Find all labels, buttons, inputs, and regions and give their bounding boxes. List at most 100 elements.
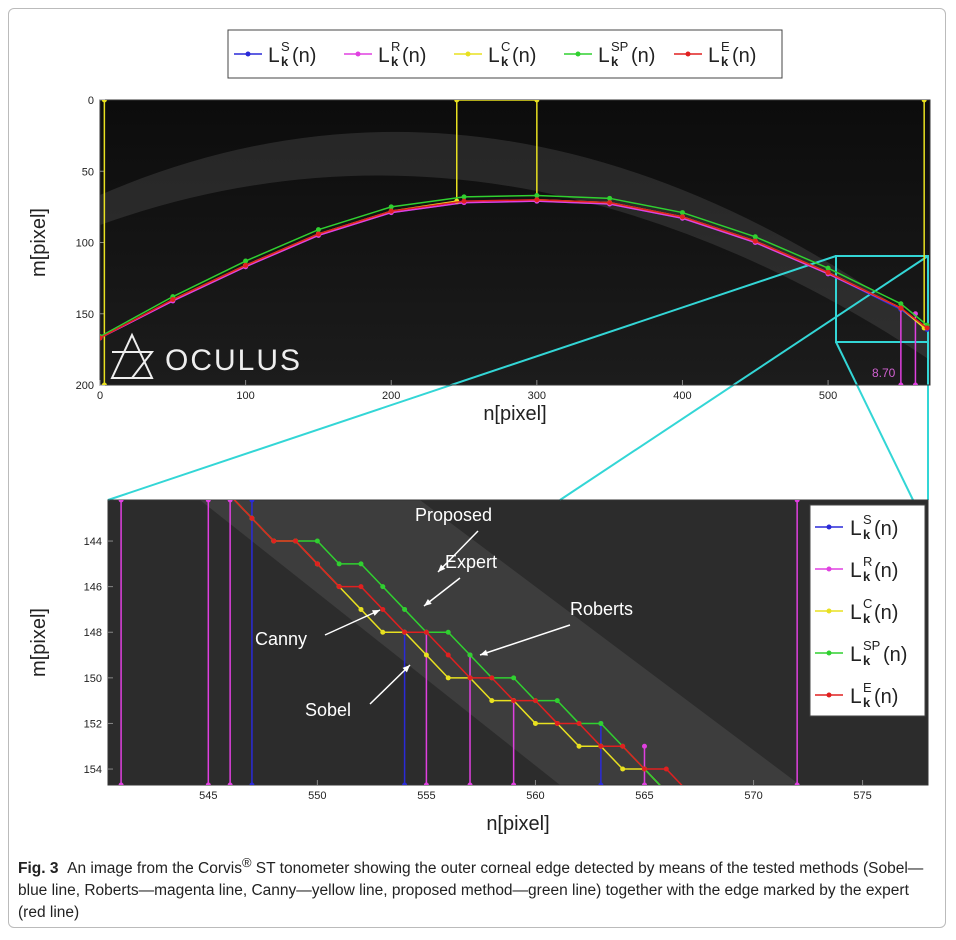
series-marker [826, 270, 831, 275]
series-marker [446, 675, 451, 680]
annotation: 8.70 [872, 366, 896, 380]
series-marker [380, 584, 385, 589]
legend-label: L [378, 44, 390, 67]
legend-swatch-marker [686, 52, 691, 57]
series-marker [680, 214, 685, 219]
y-axis-label: m[pixel] [28, 208, 50, 277]
legend-swatch-marker [246, 52, 251, 57]
series-marker [119, 783, 124, 788]
legend-label-tail: (n) [874, 560, 898, 582]
y-tick-label: 150 [84, 673, 102, 685]
x-tick-label: 550 [308, 790, 326, 802]
x-axis-label: n[pixel] [483, 403, 546, 425]
legend-label: L [598, 44, 610, 67]
series-marker [228, 493, 233, 498]
series-marker [534, 98, 539, 103]
x-tick-label: 545 [199, 790, 217, 802]
legend-swatch-marker [827, 567, 832, 572]
series-marker [489, 698, 494, 703]
legend-label-sup: E [863, 680, 872, 695]
series-marker [598, 744, 603, 749]
series-marker [680, 210, 685, 215]
series-marker [753, 234, 758, 239]
legend-label-sup: SP [611, 39, 628, 54]
y-tick-label: 152 [84, 718, 102, 730]
caption: Fig. 3 An image from the Corvis® ST tono… [18, 852, 933, 924]
series-marker [642, 767, 647, 772]
legend-label-tail: (n) [874, 518, 898, 540]
series-marker [462, 194, 467, 199]
x-tick-label: 500 [819, 390, 837, 402]
legend-label-tail: (n) [631, 45, 655, 67]
caption-text: An image from the Corvis [67, 860, 242, 877]
legend-label-sub: k [863, 569, 871, 584]
page: 0100200300400500050100150200n[pixel]m[pi… [0, 0, 956, 940]
series-marker [620, 744, 625, 749]
series-marker [686, 789, 691, 794]
y-tick-label: 50 [82, 166, 94, 178]
series-marker [243, 259, 248, 264]
series-marker [511, 783, 516, 788]
x-tick-label: 400 [673, 390, 691, 402]
series-marker [534, 197, 539, 202]
series-marker [533, 698, 538, 703]
legend-label-sup: S [863, 512, 872, 527]
series-marker [577, 721, 582, 726]
x-tick-label: 300 [528, 390, 546, 402]
series-marker [534, 193, 539, 198]
legend-label-tail: (n) [874, 602, 898, 624]
x-tick-label: 570 [744, 790, 762, 802]
series-marker [511, 675, 516, 680]
x-tick-label: 565 [635, 790, 653, 802]
x-axis-label: n[pixel] [486, 813, 549, 835]
series-marker [249, 516, 254, 521]
series-marker [620, 767, 625, 772]
y-tick-label: 148 [84, 627, 102, 639]
series-marker [380, 630, 385, 635]
legend-label-sup: C [501, 39, 510, 54]
series-marker [358, 607, 363, 612]
legend-label-tail: (n) [883, 644, 907, 666]
y-tick-label: 144 [84, 536, 102, 548]
series-marker [664, 789, 669, 794]
legend-label: L [488, 44, 500, 67]
y-tick-label: 150 [76, 309, 94, 321]
legend-swatch-marker [827, 651, 832, 656]
series-marker [119, 498, 124, 503]
annotation: Roberts [570, 599, 633, 619]
legend-label-tail: (n) [732, 45, 756, 67]
legend-label-sup: E [721, 39, 730, 54]
legend-label-sub: k [721, 54, 729, 69]
annotation: Canny [255, 629, 307, 649]
series-marker [489, 675, 494, 680]
series-marker [271, 539, 276, 544]
series-marker [424, 630, 429, 635]
series-marker [607, 196, 612, 201]
series-marker [389, 204, 394, 209]
legend-swatch-marker [827, 525, 832, 530]
series-marker [358, 561, 363, 566]
series-marker [555, 721, 560, 726]
series-marker [913, 383, 918, 388]
series-marker [898, 383, 903, 388]
series-marker [555, 698, 560, 703]
series-marker [795, 783, 800, 788]
series-marker [468, 783, 473, 788]
series-marker [446, 653, 451, 658]
series-marker [315, 539, 320, 544]
legend-label-sup: C [863, 596, 872, 611]
series-marker [243, 263, 248, 268]
legend-label-tail: (n) [512, 45, 536, 67]
legend-swatch-marker [576, 52, 581, 57]
series-marker [446, 630, 451, 635]
legend-label-tail: (n) [402, 45, 426, 67]
legend-label-sup: S [281, 39, 290, 54]
x-tick-label: 0 [97, 390, 103, 402]
series-marker [98, 335, 103, 340]
series-marker [577, 744, 582, 749]
series-marker [249, 498, 254, 503]
series-marker [249, 783, 254, 788]
series-marker [925, 326, 930, 331]
annotation: Proposed [415, 505, 492, 525]
series-marker [753, 239, 758, 244]
